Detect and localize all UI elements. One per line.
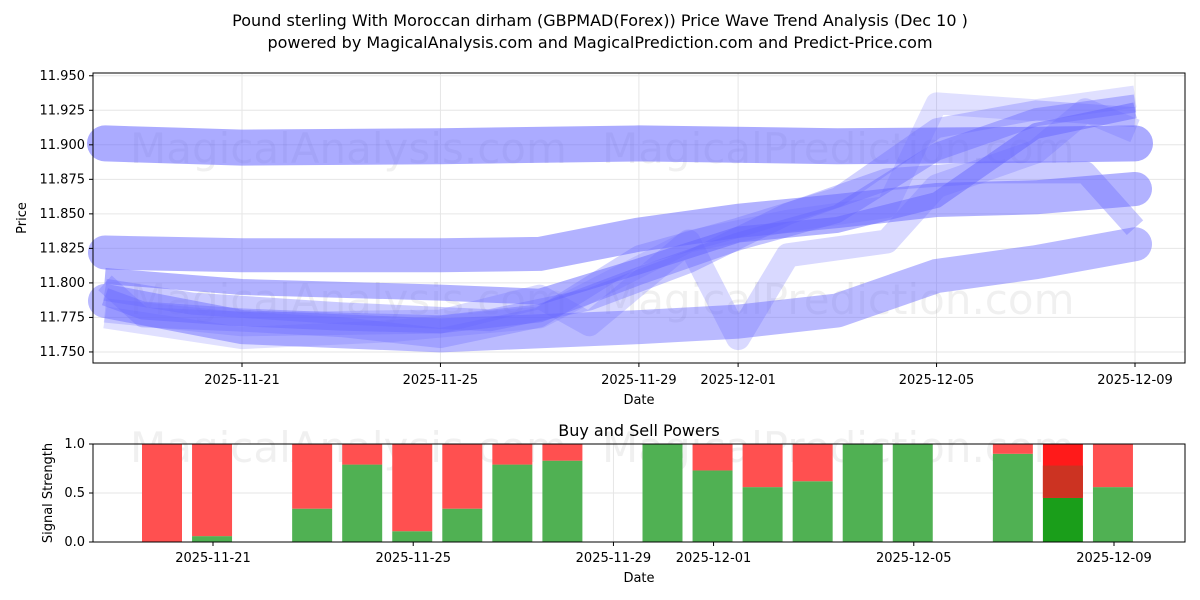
sell-bar-2025-11-26 [442,444,483,509]
sell-bar-2025-11-24 [342,444,383,465]
price-wave-trend-6 [103,85,1137,350]
sell-bar-2025-11-21 [192,444,233,537]
sell-bar-2025-11-23 [292,444,333,509]
sell-bar-2025-12-02 [742,444,783,488]
price-wave-trend-1 [104,102,1137,305]
overlap-bar-2025-12-08 [1042,465,1083,498]
signal-bars-group [142,444,1133,542]
sell-bar-2025-11-27 [492,444,533,465]
signal-y-tick-label: 0.5 [64,486,85,501]
signal-x-tick-label: 2025-11-29 [576,551,652,566]
chart-title: Pound sterling With Moroccan dirham (GBP… [232,11,968,30]
price-wave-trend-3 [98,100,1136,349]
signal-x-tick-label: 2025-11-25 [375,551,451,566]
signal-x-tick-label: 2025-12-09 [1076,551,1152,566]
signal-x-ticks: 2025-11-21 2025-11-25 2025-11-29 2025-12-01… [175,542,1152,566]
price-y-axis-label: Price [15,202,30,234]
price-wave-upper-wave [87,125,1153,166]
price-y-tick-label: 11.925 [40,103,86,118]
buy-bar-2025-11-28 [542,460,583,542]
price-y-tick-label: 11.850 [40,207,86,222]
price-y-tick-label: 11.800 [40,276,86,291]
buy-bar-2025-11-23 [292,508,333,542]
price-x-ticks: 2025-11-21 2025-11-25 2025-11-29 2025-12-01… [204,363,1173,388]
signal-x-axis-label: Date [623,571,654,586]
sell-bar-2025-12-07 [992,444,1033,454]
price-x-tick-label: 2025-12-01 [700,373,776,388]
price-x-tick-label: 2025-11-29 [601,373,677,388]
signal-y-tick-label: 0.0 [64,535,85,550]
price-panel: MagicalAnalysis.com MagicalPrediction.co… [15,69,1186,408]
buy-bar-2025-12-01 [692,470,733,542]
signal-x-tick-label: 2025-12-05 [876,551,952,566]
price-y-tick-label: 11.775 [40,310,86,325]
buy-bar-2025-12-08 [1042,497,1083,542]
price-wave-middle-wave [88,172,1152,273]
price-y-tick-label: 11.750 [40,345,86,360]
signal-panel: Buy and Sell Powers MagicalAnalysis.com … [41,421,1186,586]
signal-chart-title: Buy and Sell Powers [558,421,720,440]
buy-bar-2025-11-25 [392,531,433,542]
price-wave-lower-wave [88,227,1152,353]
sell-bar-2025-11-28 [542,444,583,461]
price-x-tick-label: 2025-11-21 [204,373,280,388]
watermark-prediction-bottom: MagicalPrediction.com [602,275,1075,324]
buy-bar-2025-12-02 [742,487,783,542]
signal-y-axis-label: Signal Strength [41,443,56,543]
price-y-tick-label: 11.900 [40,138,86,153]
buy-bar-2025-11-21 [192,536,233,542]
buy-bar-2025-11-27 [492,464,533,542]
buy-bar-2025-12-05 [892,444,933,542]
price-x-tick-label: 2025-12-05 [899,373,975,388]
sell-bar-2025-12-01 [692,444,733,471]
buy-bar-2025-12-09 [1092,487,1133,542]
price-y-ticks: 11.750 11.775 11.800 11.825 11.850 11.875 11.9… [40,69,93,360]
buy-bar-2025-12-03 [792,481,833,542]
buy-bar-2025-12-04 [842,444,883,542]
signal-y-ticks: 0.0 0.5 1.0 [64,437,93,550]
signal-x-tick-label: 2025-11-21 [175,551,251,566]
sell-bar-2025-11-20 [142,444,182,542]
price-wave-trend-4 [103,161,1144,332]
buy-bar-2025-12-07 [992,453,1033,542]
signal-y-tick-label: 1.0 [64,437,85,452]
sell-bar-2025-12-09 [1092,444,1133,488]
signal-x-tick-label: 2025-12-01 [676,551,752,566]
buy-bar-2025-11-26 [442,508,483,542]
buy-bar-2025-11-24 [342,464,383,542]
chart-subtitle: powered by MagicalAnalysis.com and Magic… [267,33,932,52]
price-wave-trend-5 [103,98,1140,351]
price-x-tick-label: 2025-12-09 [1097,373,1173,388]
buy-bar-2025-11-30 [642,444,683,542]
price-x-tick-label: 2025-11-25 [403,373,479,388]
price-x-axis-label: Date [623,393,654,408]
price-y-tick-label: 11.950 [40,69,86,84]
price-y-tick-label: 11.875 [40,172,86,187]
sell-bar-2025-11-25 [392,444,433,532]
price-series-group [87,85,1153,353]
sell-bar-2025-12-03 [792,444,833,482]
price-y-tick-label: 11.825 [40,241,86,256]
price-wave-trend-2 [101,94,1137,334]
